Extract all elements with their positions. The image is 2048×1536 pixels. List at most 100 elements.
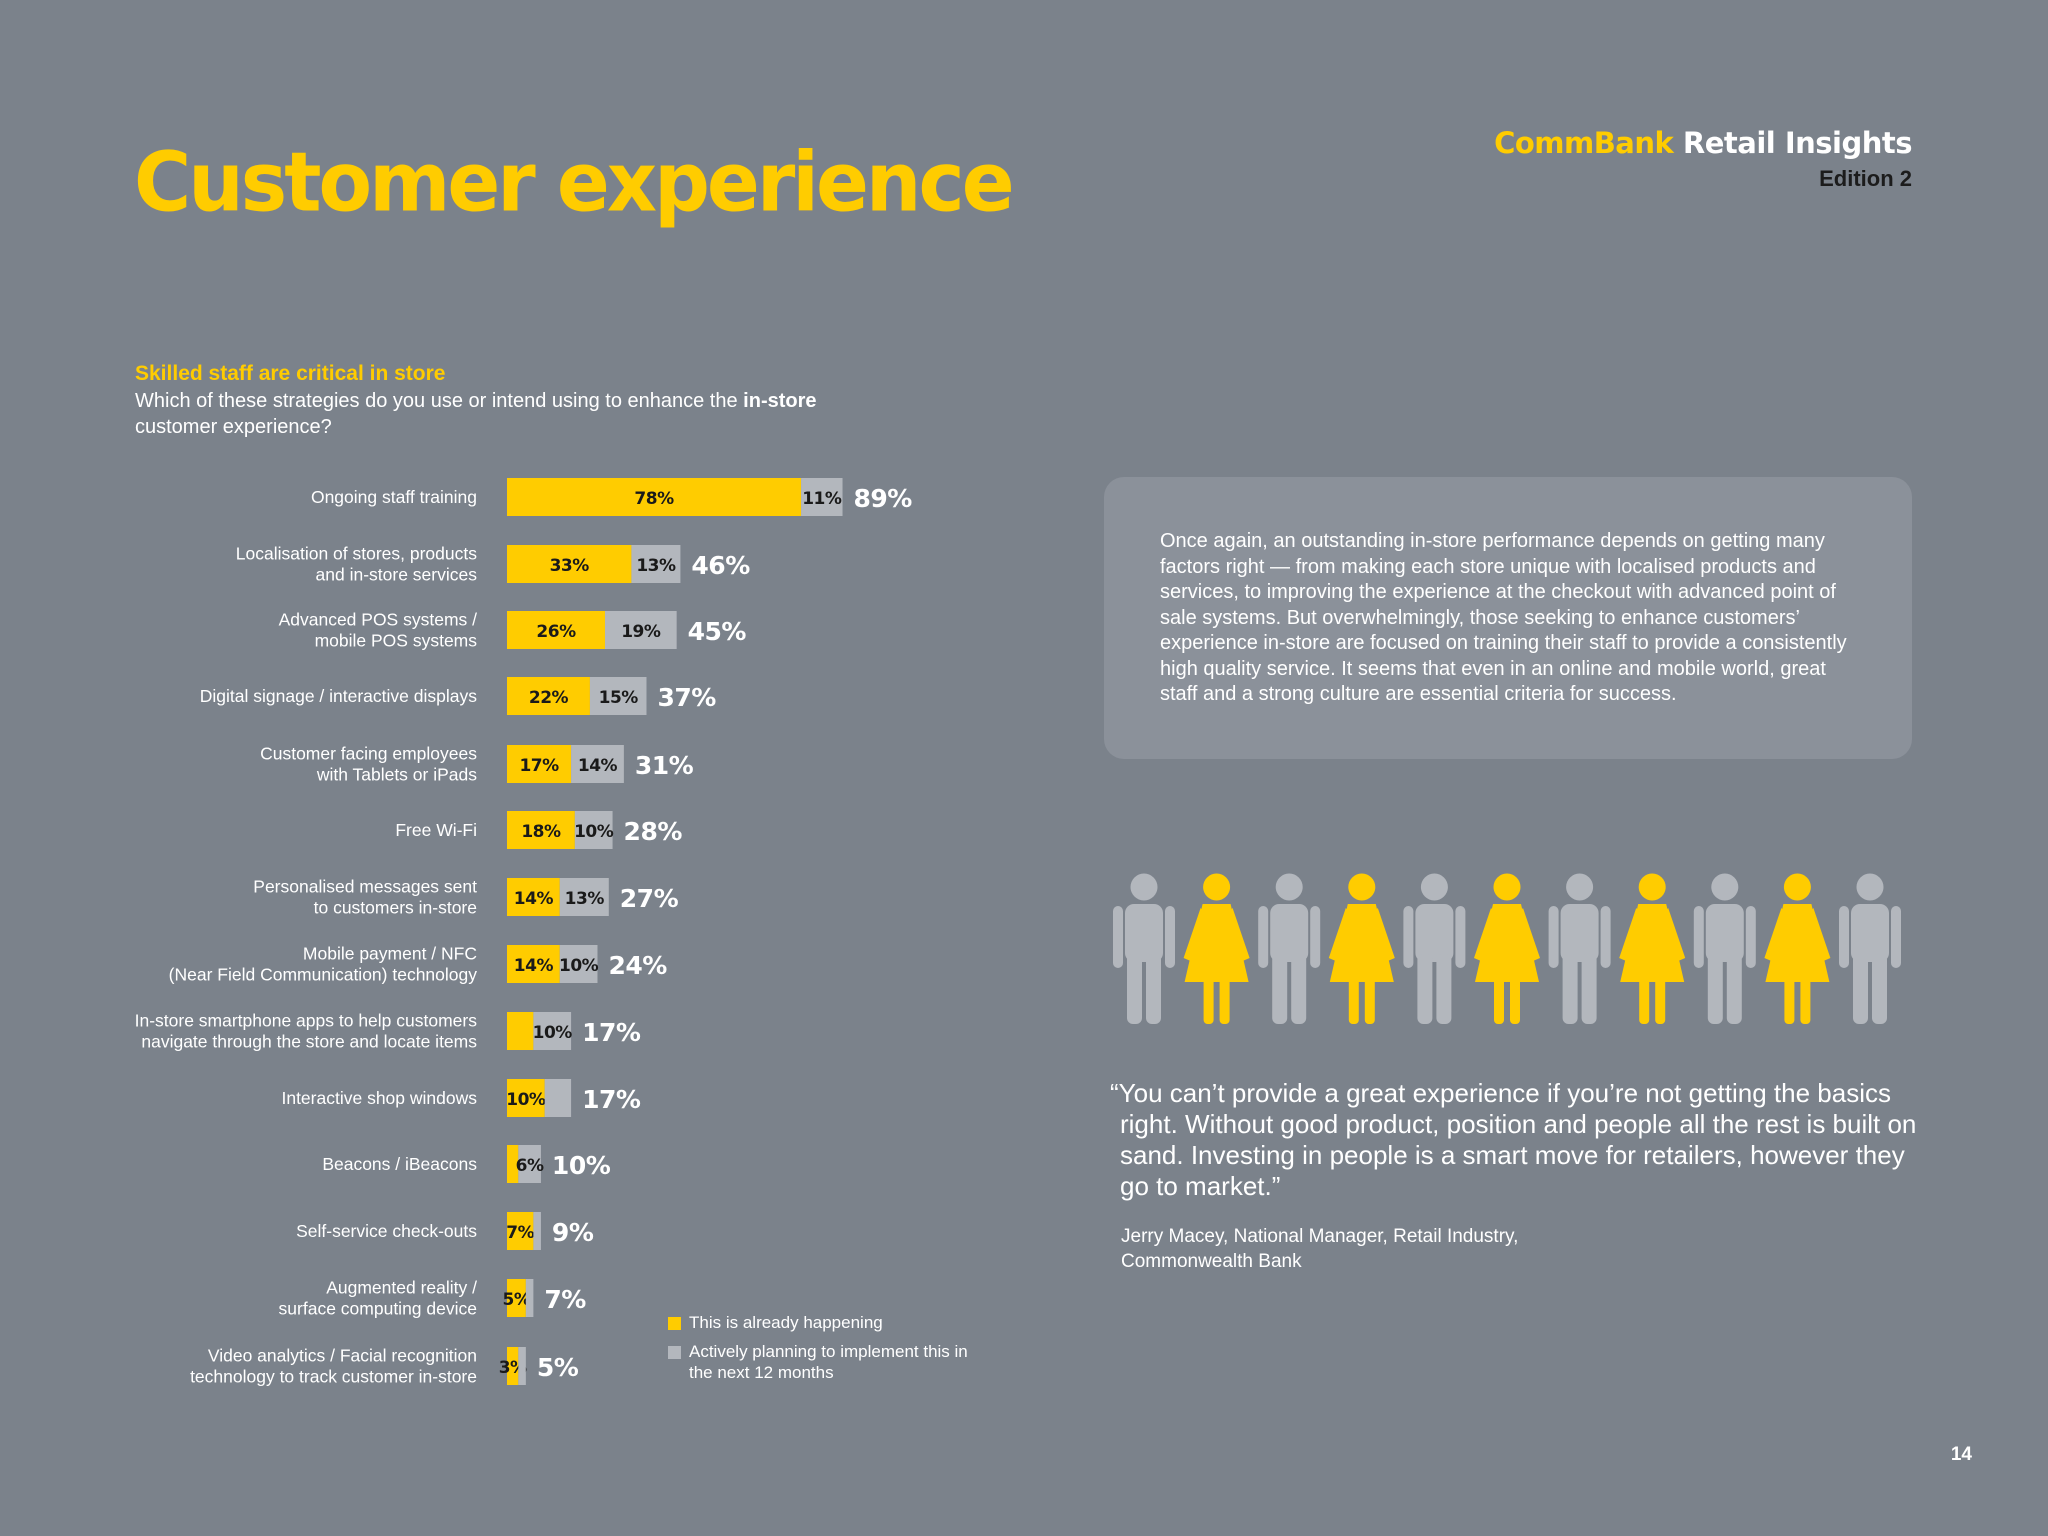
bar-planning bbox=[533, 1012, 572, 1050]
bar-happening bbox=[507, 1212, 534, 1250]
legend-item-happening: This is already happening bbox=[668, 1312, 989, 1333]
category-label: Ongoing staff training bbox=[311, 487, 477, 507]
female-person-icon bbox=[1764, 873, 1831, 1024]
male-person-icon bbox=[1548, 873, 1611, 1024]
bar-total-label: 27% bbox=[620, 884, 679, 913]
female-person-icon bbox=[1474, 873, 1540, 1024]
brand-header: CommBank Retail Insights Edition 2 bbox=[1494, 126, 1912, 192]
category-label: technology to track customer in-store bbox=[190, 1367, 477, 1387]
stacked-bar-chart: Ongoing staff training 78% 11% 89% Localisat… bbox=[135, 478, 913, 1387]
bar-value-label: 11% bbox=[802, 489, 842, 509]
bar-value-label: 19% bbox=[621, 622, 661, 642]
category-label: Interactive shop windows bbox=[281, 1088, 477, 1108]
question-text-1: Which of these strategies do you use or … bbox=[135, 390, 744, 412]
bar-planning bbox=[801, 478, 843, 516]
chart-question: Which of these strategies do you use or … bbox=[135, 388, 855, 440]
bar-value-label: 26% bbox=[536, 622, 576, 642]
bar-value-label: 10% bbox=[506, 1090, 546, 1110]
category-label: Video analytics / Facial recognition bbox=[208, 1346, 477, 1366]
bar-total-label: 46% bbox=[691, 551, 750, 580]
category-label: Augmented reality / bbox=[326, 1278, 477, 1298]
bar-total-label: 7% bbox=[544, 1285, 586, 1314]
category-label: Customer facing employees bbox=[260, 744, 477, 764]
commentary-box: Once again, an outstanding in-store perf… bbox=[1104, 477, 1912, 759]
male-person-icon bbox=[1258, 873, 1321, 1024]
bar-happening bbox=[507, 478, 802, 516]
bar-planning bbox=[533, 1212, 541, 1250]
bar-value-label: 13% bbox=[636, 556, 676, 576]
brand-retail-insights: Retail Insights bbox=[1682, 126, 1913, 160]
quote-block: “You can’t provide a great experience if… bbox=[1110, 1078, 1930, 1202]
male-person-icon bbox=[1113, 873, 1175, 1024]
bar-happening bbox=[507, 878, 560, 916]
category-label: In-store smartphone apps to help custome… bbox=[135, 1011, 478, 1031]
female-person-icon bbox=[1619, 873, 1686, 1024]
bar-value-label: 33% bbox=[550, 556, 590, 576]
bar-happening bbox=[507, 1279, 526, 1317]
question-text-2: customer experience? bbox=[135, 416, 332, 438]
bar-value-label: 5% bbox=[502, 1290, 530, 1310]
bar-planning bbox=[589, 677, 647, 715]
female-person-icon bbox=[1328, 873, 1395, 1024]
bar-happening bbox=[507, 545, 632, 583]
quote-attribution: Jerry Macey, National Manager, Retail In… bbox=[1121, 1224, 1621, 1274]
bar-value-label: 18% bbox=[521, 822, 561, 842]
category-label: with Tablets or iPads bbox=[316, 765, 477, 785]
bar-total-label: 89% bbox=[854, 484, 913, 513]
bar-total-label: 28% bbox=[624, 817, 683, 846]
bar-value-label: 10% bbox=[533, 1023, 573, 1043]
attribution-line-1: Jerry Macey, National Manager, Retail In… bbox=[1121, 1226, 1519, 1247]
bar-value-label: 10% bbox=[574, 822, 614, 842]
category-label: Advanced POS systems / bbox=[279, 610, 478, 630]
bar-planning bbox=[518, 1347, 526, 1385]
category-label: Mobile payment / NFC bbox=[303, 944, 477, 964]
question-bold: in-store bbox=[743, 390, 817, 412]
bar-planning bbox=[605, 611, 677, 649]
bar-happening bbox=[507, 1012, 534, 1050]
bar-happening bbox=[507, 945, 560, 983]
category-label: Localisation of stores, products bbox=[236, 544, 477, 564]
bar-value-label: 17% bbox=[519, 756, 559, 776]
legend-swatch-yellow bbox=[668, 1317, 681, 1330]
category-label: and in-store services bbox=[316, 565, 478, 585]
chart-heading: Skilled staff are critical in store bbox=[135, 362, 446, 385]
bar-planning bbox=[571, 745, 624, 783]
edition-label: Edition 2 bbox=[1819, 166, 1912, 191]
bar-total-label: 9% bbox=[552, 1218, 594, 1247]
bar-happening bbox=[507, 1079, 545, 1117]
category-label: Free Wi-Fi bbox=[395, 820, 477, 840]
bar-total-label: 45% bbox=[688, 617, 747, 646]
people-icons-row bbox=[1113, 873, 1901, 1024]
category-label: to customers in-store bbox=[314, 898, 477, 918]
bar-happening bbox=[507, 1347, 519, 1385]
attribution-line-2: Commonwealth Bank bbox=[1121, 1251, 1302, 1272]
legend-swatch-grey bbox=[668, 1346, 681, 1359]
bar-planning bbox=[574, 811, 613, 849]
bar-planning bbox=[559, 878, 609, 916]
bar-value-label: 14% bbox=[514, 956, 554, 976]
page-number: 14 bbox=[1950, 1444, 1972, 1465]
bar-value-label: 14% bbox=[578, 756, 618, 776]
bar-value-label: 14% bbox=[514, 889, 554, 909]
bar-happening bbox=[507, 745, 572, 783]
category-label: Self-service check-outs bbox=[296, 1221, 477, 1241]
bar-planning bbox=[518, 1145, 541, 1183]
commentary-text: Once again, an outstanding in-store perf… bbox=[1160, 530, 1847, 705]
bar-happening bbox=[507, 1145, 519, 1183]
bar-happening bbox=[507, 677, 590, 715]
brand-name: CommBank Retail Insights bbox=[1494, 126, 1912, 160]
bar-total-label: 37% bbox=[657, 683, 716, 712]
category-label: navigate through the store and locate it… bbox=[141, 1032, 477, 1052]
bar-value-label: 6% bbox=[516, 1156, 544, 1176]
bar-total-label: 17% bbox=[582, 1018, 641, 1047]
bar-total-label: 5% bbox=[537, 1353, 579, 1382]
male-person-icon bbox=[1839, 873, 1901, 1024]
bar-value-label: 13% bbox=[565, 889, 605, 909]
quote-text: “You can’t provide a great experience if… bbox=[1110, 1078, 1917, 1201]
bar-value-label: 22% bbox=[529, 688, 569, 708]
legend-item-planning: Actively planning to implement this in t… bbox=[668, 1341, 989, 1383]
legend-label-happening: This is already happening bbox=[689, 1313, 883, 1332]
category-label: Digital signage / interactive displays bbox=[200, 686, 477, 706]
category-label: (Near Field Communication) technology bbox=[169, 965, 478, 985]
female-person-icon bbox=[1183, 873, 1250, 1024]
